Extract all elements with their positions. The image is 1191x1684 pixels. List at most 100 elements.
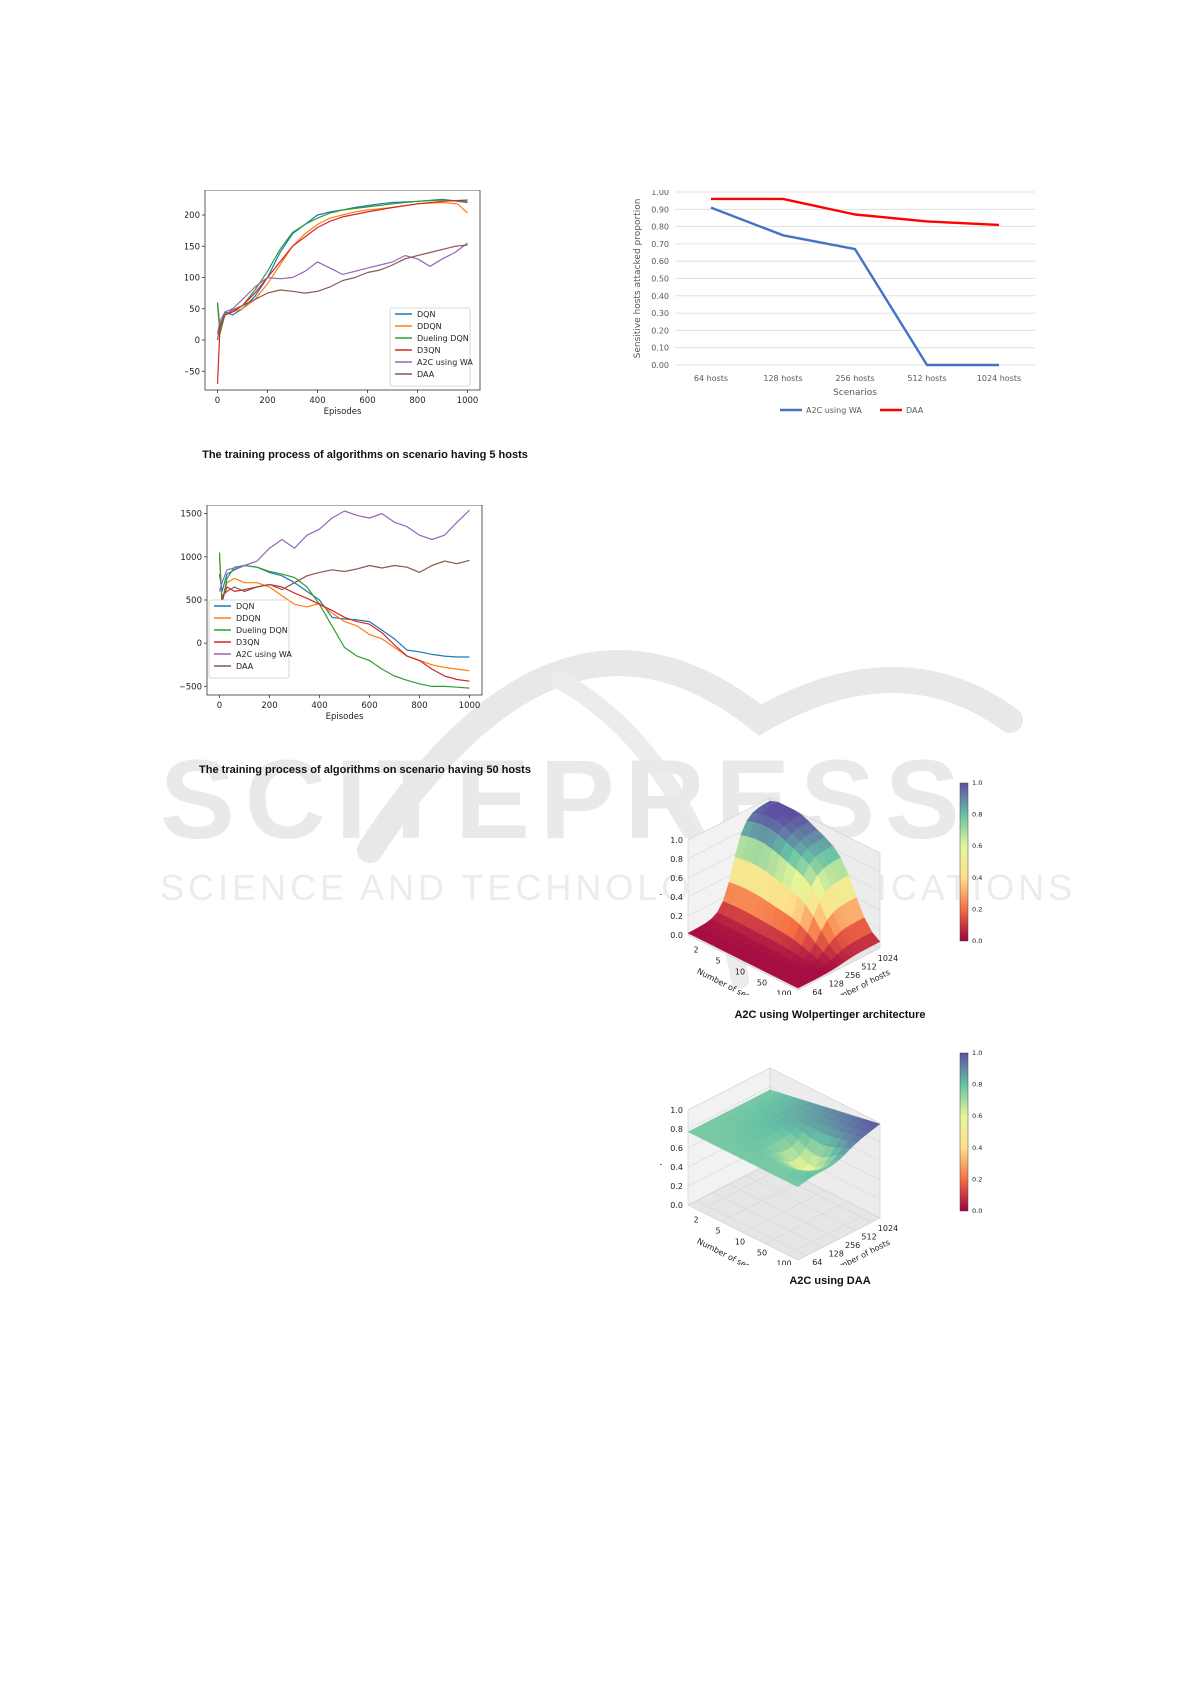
legend-label-d3qn: D3QN [417,346,441,355]
series-line-a2c-using-wa [710,206,999,367]
y-tick-label: 0 [195,336,200,346]
colorbar-tick-label: 0.8 [972,1081,982,1089]
legend-box [208,599,290,679]
z-tick-label: 0.8 [670,1125,683,1134]
y-tick-label: 0 [197,639,202,649]
x-tick-label: 256 hosts [835,374,874,383]
y-tick-label: 0.50 [651,275,669,284]
y-tick-label: 1024 [878,954,898,963]
y-tick-label: 0.10 [651,344,669,353]
y-tick-label: 100 [185,274,200,284]
y-tick-label: 128 [829,1249,844,1258]
x-tick-label: 2 [693,1216,698,1225]
z-axis-label: Proportion [660,1137,662,1178]
x-tick-label: 800 [409,396,425,406]
x-tick-label: 100 [776,1260,791,1266]
x-tick-label: 50 [757,979,767,988]
y-tick-label: 0.80 [651,223,669,232]
legend-label-dqn: DQN [236,602,254,611]
z-tick-label: 1.0 [670,1106,683,1115]
x-tick-label: 50 [757,1249,767,1258]
legend-label-daa: DAA [906,406,924,415]
y-tick-label: 1000 [180,553,202,563]
floor-gridline [696,1200,807,1257]
y-tick-label: 0.70 [651,240,669,249]
surface-mesh [687,800,881,989]
y-tick-label: 0.90 [651,205,669,214]
z-tick-label: 0.6 [670,1144,683,1153]
y-tick-label: 256 [845,1241,860,1250]
colorbar-tick-label: 0.0 [972,1207,982,1215]
x-tick-label: 10 [735,1238,745,1247]
series-line-dqn [216,198,468,329]
chart-training-5-hosts: 0 200 400 600 800 1000 −50 0 50 100 150 200 Episodes… [185,190,481,417]
y-tick-label: 64 [812,1258,822,1265]
series-line-daa [218,559,470,618]
legend-label-ddqn: DDQN [236,614,261,623]
series-line-ddqn [218,556,470,672]
x-tick-label: 800 [411,701,427,711]
colorbar-tick-label: 0.0 [972,937,982,945]
legend-label-a2c-using-wa: A2C using WA [806,406,862,415]
x-tick-label: 2 [693,946,698,955]
z-tick-label: 0.0 [670,1201,683,1210]
colorbar [959,782,969,942]
x-tick-label: 128 hosts [763,374,802,383]
colorbar-tick-label: 0.6 [972,1112,982,1120]
series-line-daa [216,244,468,341]
x-tick-label: 100 [776,990,791,996]
legend-label-dueling-dqn: Dueling DQN [236,626,288,635]
legend-label-ddqn: DDQN [417,322,442,331]
caption-5-hosts: The training process of algorithms on sc… [202,449,528,461]
y-tick-label: −500 [180,682,202,692]
chart-sensitive-hosts: 0.00 0.10 0.20 0.30 0.40 0.50 0.60 0.70 0.80 0.90… [633,190,1035,415]
x-tick-label: 5 [715,957,720,966]
legend-label-daa: DAA [417,370,435,379]
surface-cell [789,1178,805,1188]
x-tick-label: 1000 [459,701,481,711]
y-tick-label: 500 [186,596,202,606]
colorbar [959,1052,969,1212]
z-tick-label: 0.6 [670,874,683,883]
colorbar-tick-label: 0.8 [972,811,982,819]
z-tick-label: 0.4 [670,893,683,902]
x-tick-label: 600 [361,701,377,711]
x-tick-label: 1000 [457,396,479,406]
z-gridline [687,1067,881,1124]
x-axis-label: Episodes [326,712,364,722]
x-tick-label: 0 [217,701,222,711]
y-tick-label: 64 [812,988,822,995]
series-line-daa [711,197,1000,227]
y-tick-label: 256 [845,971,860,980]
y-tick-label: 0.40 [651,292,669,301]
colorbar-tick-label: 0.4 [972,874,982,882]
surface-mesh [687,1089,881,1188]
legend-label-dqn: DQN [417,310,435,319]
x-tick-label: 10 [735,968,745,977]
colorbar-tick-label: 1.0 [972,779,982,787]
x-tick-label: 400 [309,396,325,406]
z-gridline [687,797,881,854]
y-tick-label: 0.60 [651,257,669,266]
floor-gridline [728,1183,840,1240]
y-tick-label: 0.30 [651,309,669,318]
x-tick-label: 5 [715,1227,720,1236]
colorbar-tick-label: 0.4 [972,1144,982,1152]
x-tick-label: 600 [359,396,375,406]
colorbar-tick-label: 0.2 [972,905,982,913]
x-tick-label: 200 [259,396,275,406]
z-tick-label: 0.0 [670,931,683,940]
y-tick-label: 512 [861,963,876,972]
x-tick-label: 400 [311,701,327,711]
y-tick-label: −50 [185,367,200,377]
colorbar-tick-label: 0.2 [972,1175,982,1183]
floor-gridline [712,1192,823,1248]
z-tick-label: 0.2 [670,1182,683,1191]
legend-label-d3qn: D3QN [236,638,260,647]
y-axis-label: Sensitive hosts attacked proportion [633,199,643,359]
x-axis-label: Episodes [324,407,362,417]
y-tick-label: 150 [185,242,200,252]
y-tick-label: 512 [861,1233,876,1242]
z-tick-label: 0.8 [670,855,683,864]
z-tick-label: 1.0 [670,836,683,845]
